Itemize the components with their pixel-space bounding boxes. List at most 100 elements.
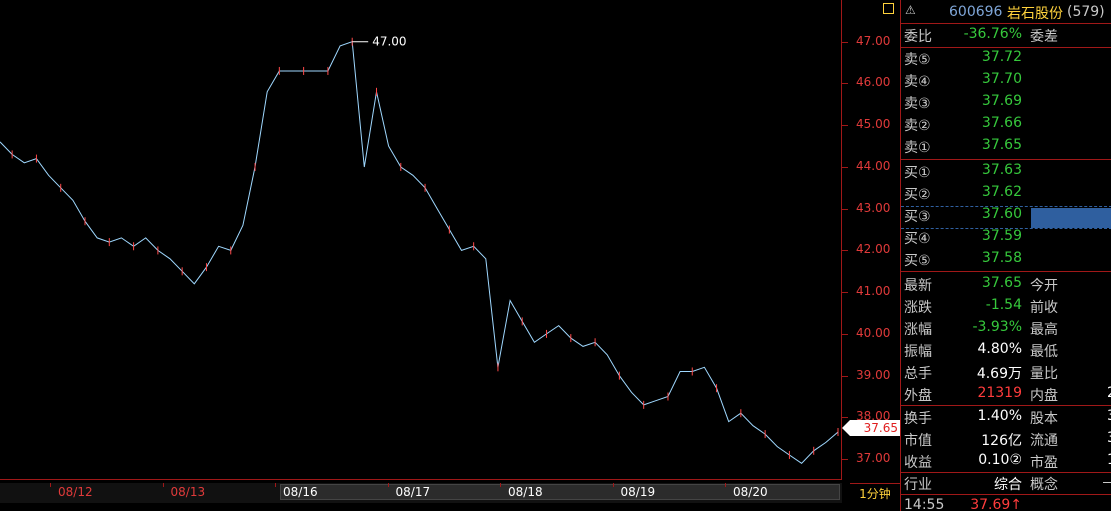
stat2-row-value: 1.40% <box>977 408 1022 424</box>
buy-row-value: 37.59 <box>981 228 1022 244</box>
stat2-row: 换手 1.40% 股本 3 <box>901 406 1111 428</box>
chart-scrollbar[interactable] <box>280 484 840 500</box>
stat-row-label2: 内盘 <box>1030 388 1058 404</box>
stat-row: 总手 4.69万 量比 <box>901 361 1111 383</box>
current-price-tag: 37.65 <box>842 420 900 436</box>
weicha-label: 委差 <box>1030 29 1058 45</box>
stat2-row-label: 市值 <box>904 433 932 449</box>
x-tick-mark <box>162 483 164 487</box>
x-tick-label: 08/13 <box>170 485 206 499</box>
warning-icon[interactable]: ⚠ <box>905 3 916 17</box>
weibi-label: 委比 <box>904 29 932 45</box>
sell-row-label: 卖① <box>904 140 931 156</box>
y-tick-label: 40.00 <box>856 325 891 340</box>
buy-row-value: 37.60 <box>981 206 1022 222</box>
x-tick-mark <box>725 483 726 487</box>
stat-row: 振幅 4.80% 最低 <box>901 339 1111 361</box>
chart-toggle-box[interactable] <box>883 3 894 14</box>
y-tick-label: 46.00 <box>856 75 891 90</box>
buy-row-label: 买② <box>904 187 931 203</box>
buy-row: 买④ 37.59 <box>901 226 1111 248</box>
stat-row: 外盘 21319 内盘 2 <box>901 383 1111 405</box>
stat-row-value: -3.93% <box>972 319 1022 335</box>
sell-row-label: 卖⑤ <box>904 52 931 68</box>
stat-row: 涨幅 -3.93% 最高 <box>901 317 1111 339</box>
stat2-row-value: 0.10② <box>978 452 1022 468</box>
tick-price: 37.69↑ <box>970 497 1022 511</box>
stat2-row-value2: 3 <box>1107 408 1111 424</box>
time-axis[interactable]: 08/12 08/13 08/16 08/17 08/18 08/19 08/20 <box>0 483 842 503</box>
sell-row-value: 37.66 <box>981 115 1022 131</box>
period-selector[interactable]: 1分钟 <box>850 483 900 503</box>
stat-row-value: 37.65 <box>981 275 1022 291</box>
y-tick-label: 45.00 <box>856 117 891 132</box>
sell-row: 卖① 37.65 <box>901 135 1111 157</box>
sell-row: 卖③ 37.69 <box>901 91 1111 113</box>
buy-row: 买③ 37.60 <box>901 204 1111 226</box>
sell-row: 卖⑤ 37.72 <box>901 47 1111 69</box>
industry-row: 行业 综合 概念 <box>901 472 1111 494</box>
sell-row: 卖② 37.66 <box>901 113 1111 135</box>
stat-row-value2: 2 <box>1107 385 1111 401</box>
x-tick-label: 08/20 <box>733 485 768 499</box>
y-tick-mark <box>842 292 848 294</box>
stat2-row-value2: 1 <box>1107 452 1111 468</box>
stat-row-value: 4.69万 <box>976 366 1022 382</box>
concept-label[interactable]: 概念 <box>1030 477 1058 493</box>
price-line <box>0 41 839 464</box>
y-tick-label: 39.00 <box>856 367 891 382</box>
quote-panel: ⚠ 600696 岩石股份 (579) 委比 -36.76% 委差 卖⑤ 37.7… <box>900 0 1111 511</box>
y-tick-mark <box>842 125 848 127</box>
stock-code[interactable]: 600696 <box>949 4 1003 20</box>
sell-row: 卖④ 37.70 <box>901 69 1111 91</box>
buy-row: 买② 37.62 <box>901 182 1111 204</box>
x-tick-mark <box>387 483 389 487</box>
y-tick-mark <box>842 83 848 85</box>
stat-row: 涨跌 -1.54 前收 <box>901 295 1111 317</box>
stat-row-label: 外盘 <box>904 388 932 404</box>
stat-row-label: 涨跌 <box>904 300 932 316</box>
buy-row-value: 37.58 <box>981 250 1022 266</box>
max-annotation-label: 47.00 <box>372 35 406 49</box>
y-tick-mark <box>842 375 848 377</box>
buy-row-label: 买⑤ <box>904 253 931 269</box>
weibi-row: 委比 -36.76% 委差 <box>901 24 1111 46</box>
stat-row-label: 振幅 <box>904 344 932 360</box>
stat-row-label2: 最低 <box>1030 344 1058 360</box>
stat-row-value: 4.80% <box>977 341 1022 357</box>
y-tick-mark <box>842 250 848 252</box>
price-chart[interactable]: 47.00 <box>0 0 842 480</box>
industry-value[interactable]: 综合 <box>994 477 1022 493</box>
sell-row-label: 卖③ <box>904 96 931 112</box>
stat2-row: 收益 0.10② 市盈 1 <box>901 450 1111 472</box>
buy-row-value: 37.63 <box>981 162 1022 178</box>
stat-row-label: 总手 <box>904 366 932 382</box>
quote-header: ⚠ 600696 岩石股份 (579) <box>901 0 1111 24</box>
x-tick-mark <box>50 483 51 487</box>
sell-row-value: 37.65 <box>981 137 1022 153</box>
weibi-value: -36.76% <box>963 26 1022 42</box>
stock-name[interactable]: 岩石股份 <box>1007 6 1063 22</box>
y-tick-label: 41.00 <box>856 284 891 299</box>
stock-count: (579) <box>1067 4 1105 20</box>
stat2-row-value2: 3 <box>1107 430 1111 446</box>
y-tick-mark <box>842 41 848 43</box>
buy-row-label: 买③ <box>904 209 931 225</box>
stat2-row-label: 收益 <box>904 455 932 471</box>
stat2-row-label: 换手 <box>904 411 932 427</box>
industry-label: 行业 <box>904 477 932 493</box>
x-tick-mark <box>612 483 614 487</box>
chart-area[interactable]: 47.00 <box>0 0 842 480</box>
stat2-row-label2: 市盈 <box>1030 455 1058 471</box>
sell-row-label: 卖② <box>904 118 931 134</box>
sell-row-value: 37.72 <box>981 49 1022 65</box>
buy-row-label: 买① <box>904 165 931 181</box>
buy-row: 买① 37.63 <box>901 160 1111 182</box>
sell-row-value: 37.69 <box>981 93 1022 109</box>
stat-row-label2: 量比 <box>1030 366 1058 382</box>
sell-row-value: 37.70 <box>981 71 1022 87</box>
y-tick-label: 37.00 <box>856 451 891 466</box>
stat-row-label2: 前收 <box>1030 300 1058 316</box>
stat-row: 最新 37.65 今开 <box>901 273 1111 295</box>
x-tick-label: 08/18 <box>508 485 543 499</box>
